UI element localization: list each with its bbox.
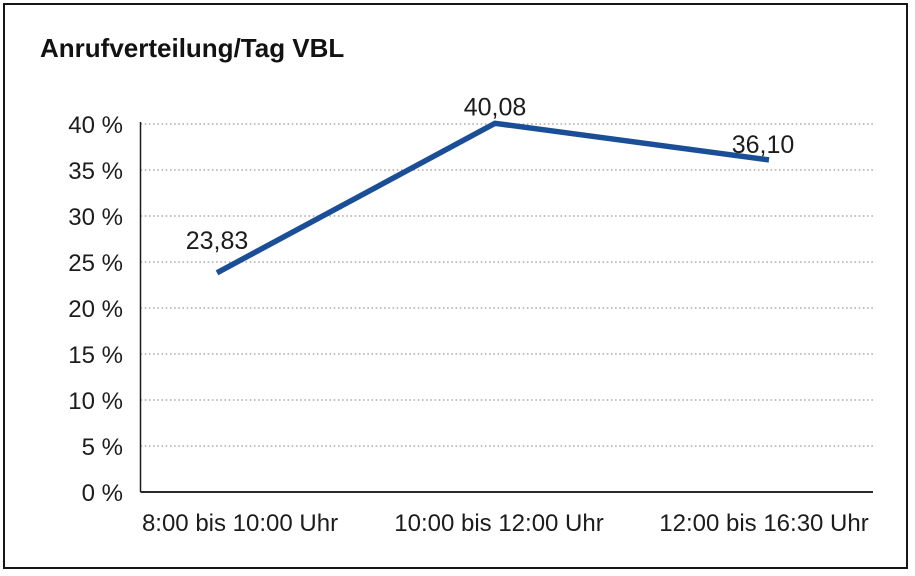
point-label: 23,83: [186, 227, 249, 255]
y-tick-label: 5 %: [82, 434, 123, 461]
y-tick-label: 10 %: [68, 388, 123, 415]
y-tick-label: 0 %: [82, 480, 123, 507]
y-tick-label: 20 %: [68, 296, 123, 323]
x-category-label: 10:00 bis 12:00 Uhr: [394, 510, 603, 537]
y-tick-label: 40 %: [68, 112, 123, 139]
chart-title: Anrufverteilung/Tag VBL: [40, 33, 345, 63]
y-tick-label: 30 %: [68, 204, 123, 231]
y-tick-label: 15 %: [68, 342, 123, 369]
point-label: 36,10: [732, 131, 795, 159]
x-category-label: 8:00 bis 10:00 Uhr: [142, 510, 338, 537]
y-tick-label: 35 %: [68, 158, 123, 185]
data-line: [215, 120, 770, 276]
point-label: 40,08: [464, 93, 527, 121]
y-tick-label: 25 %: [68, 250, 123, 277]
x-category-label: 12:00 bis 16:30 Uhr: [659, 510, 868, 537]
